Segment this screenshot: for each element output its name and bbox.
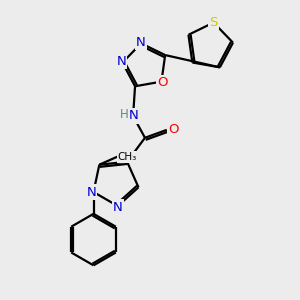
Text: N: N	[113, 200, 123, 214]
Text: N: N	[117, 55, 126, 68]
Text: CH₃: CH₃	[117, 152, 137, 162]
Text: S: S	[209, 16, 218, 29]
Text: N: N	[87, 185, 96, 199]
Text: O: O	[157, 76, 168, 89]
Text: H: H	[120, 107, 128, 121]
Text: N: N	[129, 110, 139, 122]
Text: O: O	[168, 123, 179, 136]
Text: N: N	[136, 36, 146, 49]
